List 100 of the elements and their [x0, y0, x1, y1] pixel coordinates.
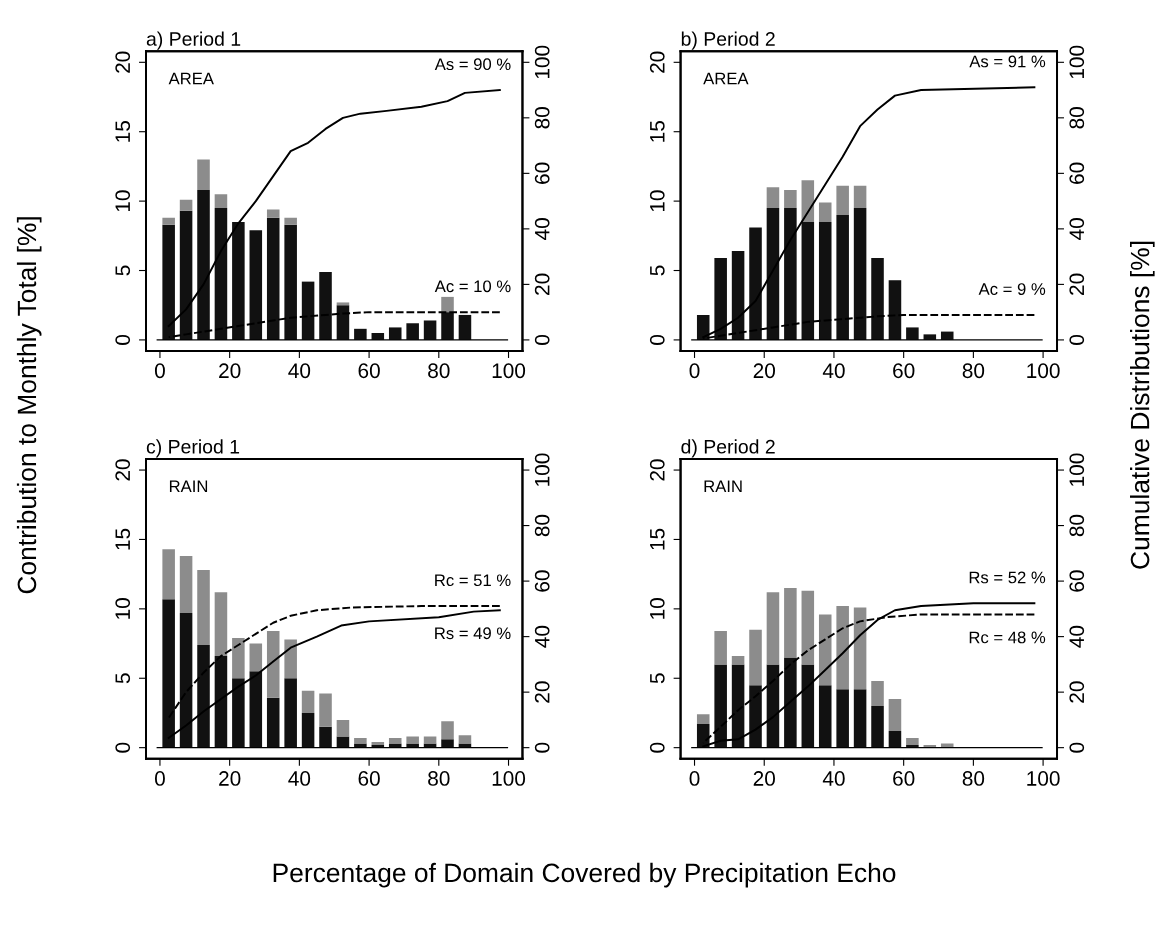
- y-tick-label: 20: [649, 459, 665, 481]
- y2-tick-label: 60: [1069, 570, 1085, 592]
- bar: [871, 706, 884, 748]
- bar: [249, 230, 263, 340]
- y2-tick-label: 0: [534, 334, 550, 345]
- y-axis-title: Contribution to Monthly Total [%]: [16, 217, 42, 594]
- bar: [888, 699, 902, 731]
- y2-axis-title: Cumulative Distributions [%]: [1130, 241, 1155, 569]
- y-tick-label: 5: [115, 265, 131, 276]
- bar: [319, 271, 332, 340]
- y-tick-label: 10: [115, 598, 131, 619]
- x-tick-label: 0: [154, 363, 165, 379]
- y-tick-label: 0: [649, 742, 665, 753]
- bar: [818, 221, 832, 340]
- bar: [696, 714, 710, 725]
- bar: [162, 217, 175, 225]
- bar: [319, 726, 332, 748]
- x-tick-label: 60: [893, 363, 915, 379]
- y-tick-label: 15: [650, 121, 665, 142]
- x-tick-label: 80: [428, 363, 450, 379]
- annotation: Ac = 9 %: [978, 283, 1046, 295]
- y-tick-label: 10: [115, 190, 131, 212]
- x-tick-label: 100: [492, 363, 526, 379]
- y2-tick-label: 0: [1069, 742, 1085, 753]
- bar: [197, 159, 210, 191]
- y-tick-label: 0: [649, 334, 665, 345]
- y-tick-label: 5: [650, 265, 665, 276]
- bar: [266, 697, 280, 748]
- y-tick-label: 10: [649, 598, 665, 619]
- bar: [749, 227, 762, 340]
- bar: [714, 631, 727, 665]
- bar: [162, 549, 175, 600]
- bar: [266, 631, 280, 698]
- y-tick-label: 20: [649, 51, 665, 73]
- y2-tick-label: 20: [534, 273, 550, 295]
- bar: [801, 221, 815, 340]
- bar: [406, 323, 419, 340]
- x-tick-label: 20: [753, 363, 776, 379]
- annotation: As = 91 %: [969, 55, 1046, 68]
- bar: [249, 671, 263, 748]
- bar: [301, 281, 315, 340]
- bar: [197, 569, 210, 645]
- bar: [423, 320, 437, 340]
- bar: [888, 731, 902, 748]
- bar: [197, 190, 210, 340]
- annotation: AREA: [168, 72, 214, 85]
- bar: [232, 638, 245, 679]
- y2-tick-label: 0: [534, 742, 550, 753]
- bar: [197, 644, 210, 748]
- y-tick-label: 15: [115, 528, 131, 550]
- annotation: AREA: [703, 72, 749, 85]
- bar: [284, 678, 297, 748]
- y2-tick-label: 80: [534, 514, 550, 537]
- bar: [179, 613, 193, 748]
- y2-tick-label: 80: [534, 107, 550, 129]
- bar: [871, 258, 884, 340]
- y-tick-label: 5: [650, 673, 665, 684]
- bar: [458, 735, 472, 744]
- x-tick-label: 40: [822, 771, 845, 786]
- bar: [388, 327, 402, 340]
- bar: [906, 327, 919, 340]
- bar: [441, 296, 454, 313]
- y2-tick-label: 20: [1069, 273, 1085, 295]
- x-tick-label: 40: [288, 363, 311, 379]
- y2-tick-label: 100: [1069, 45, 1085, 79]
- annotation: Rc = 48 %: [969, 631, 1046, 644]
- y-tick-label: 0: [115, 334, 131, 345]
- bar: [853, 208, 867, 340]
- bar: [162, 224, 175, 340]
- bar: [162, 599, 175, 748]
- chart-title: d) Period 2: [681, 439, 775, 458]
- bar: [354, 328, 367, 340]
- y2-tick-label: 0: [1069, 334, 1085, 345]
- x-tick-label: 80: [428, 771, 450, 786]
- bar: [284, 639, 297, 679]
- bar: [714, 664, 727, 748]
- bar: [301, 712, 315, 748]
- bar: [266, 209, 280, 218]
- chart-title: c) Period 1: [146, 439, 240, 458]
- bar: [214, 194, 228, 209]
- x-tick-label: 0: [689, 771, 700, 786]
- bar: [784, 190, 797, 209]
- bar: [214, 656, 228, 748]
- bar: [214, 592, 228, 657]
- y2-tick-label: 40: [1069, 218, 1085, 240]
- bar: [214, 208, 228, 340]
- bar: [853, 607, 867, 690]
- bar: [232, 221, 245, 340]
- bar: [319, 693, 332, 727]
- bar: [749, 629, 762, 686]
- x-tick-label: 60: [358, 771, 380, 786]
- bar: [836, 185, 849, 215]
- x-tick-label: 0: [154, 771, 165, 786]
- bar: [458, 314, 472, 340]
- bar: [284, 224, 297, 340]
- bar: [836, 214, 849, 340]
- bar: [906, 737, 919, 745]
- bar: [766, 187, 780, 209]
- bar: [336, 302, 350, 306]
- y2-tick-label: 60: [1069, 162, 1085, 184]
